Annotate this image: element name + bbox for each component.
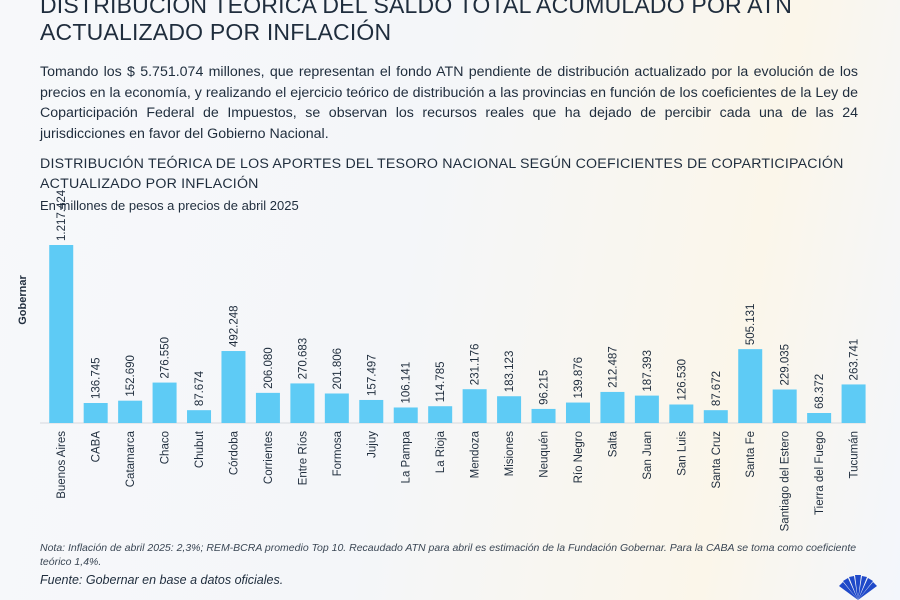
bar-buenos-aires xyxy=(49,245,74,423)
category-label: Formosa xyxy=(332,430,344,476)
gobernar-logo-icon xyxy=(839,575,877,600)
category-label: Santa Fe xyxy=(745,431,757,478)
category-label: Santiago del Estero xyxy=(780,431,792,531)
category-label: Corrientes xyxy=(263,431,275,484)
category-label: Jujuy xyxy=(366,431,378,458)
bar-san-luis xyxy=(669,404,694,423)
bars-group: 1.217.424 Buenos Aires 136.745 CABA 152.690 C… xyxy=(49,189,866,531)
category-label: Chubut xyxy=(194,430,206,468)
value-label: 96.215 xyxy=(539,370,551,405)
category-label: La Rioja xyxy=(435,430,447,473)
category-label: Salta xyxy=(607,430,619,457)
value-label: 68.372 xyxy=(814,374,826,409)
category-label: CABA xyxy=(91,431,103,463)
bar-río-negro xyxy=(565,402,590,423)
bar-catamarca xyxy=(118,400,143,423)
value-label: 87.674 xyxy=(194,370,206,406)
chart-unit-subtitle: En millones de pesos a precios de abril … xyxy=(40,198,299,213)
value-label: 231.176 xyxy=(470,344,482,386)
bar-mendoza xyxy=(462,389,487,423)
intro-paragraph: Tomando los $ 5.751.074 millones, que re… xyxy=(40,64,858,142)
category-label: Chaco xyxy=(160,431,172,464)
bar-chaco xyxy=(152,382,177,423)
value-label: 139.876 xyxy=(573,357,585,399)
value-label: 126.530 xyxy=(676,359,688,401)
source-line: Fuente: Gobernar en base a datos oficial… xyxy=(40,573,284,587)
bar-chubut xyxy=(187,410,212,423)
value-label: 263.741 xyxy=(849,339,861,381)
bar-neuquén xyxy=(531,408,556,423)
bar-la-rioja xyxy=(428,406,453,423)
value-label: 276.550 xyxy=(160,337,172,379)
bar-formosa xyxy=(324,393,349,423)
category-label: Tierra del Fuego xyxy=(814,431,826,515)
bar-salta xyxy=(600,391,625,423)
value-label: 1.217.424 xyxy=(56,189,68,241)
bar-la-pampa xyxy=(393,407,418,423)
category-label: Entre Ríos xyxy=(297,431,309,486)
category-label: La Pampa xyxy=(401,430,413,483)
value-label: 157.497 xyxy=(366,354,378,396)
bar-caba xyxy=(83,403,108,423)
category-label: Mendoza xyxy=(470,430,482,478)
value-label: 201.806 xyxy=(332,348,344,390)
chart-title: DISTRIBUCIÓN TEÓRICA DE LOS APORTES DEL … xyxy=(40,156,844,192)
value-label: 492.248 xyxy=(228,305,240,347)
page-title: DISTRIBUCIÓN TEÓRICA DEL SALDO TOTAL ACU… xyxy=(40,0,793,45)
value-label: 206.080 xyxy=(263,347,275,389)
category-label: Río Negro xyxy=(573,431,585,483)
value-label: 270.683 xyxy=(297,338,309,380)
value-label: 114.785 xyxy=(435,362,447,403)
category-label: San Luis xyxy=(676,431,688,476)
value-label: 152.690 xyxy=(125,355,137,397)
bar-santa-fe xyxy=(738,349,763,423)
bar-santa-cruz xyxy=(703,410,728,423)
bar-san-juan xyxy=(634,395,659,423)
value-label: 505.131 xyxy=(745,304,757,346)
value-label: 87.672 xyxy=(711,371,723,406)
value-label: 212.487 xyxy=(607,346,619,388)
footnote: Nota: Inflación de abril 2025: 2,3%; REM… xyxy=(40,542,857,568)
category-label: Buenos Aires xyxy=(56,431,68,499)
value-label: 187.393 xyxy=(642,350,654,392)
value-label: 136.745 xyxy=(91,357,103,399)
bar-jujuy xyxy=(359,399,384,423)
bar-córdoba xyxy=(221,351,246,423)
bar-tierra-del-fuego xyxy=(807,413,832,423)
category-label: Tucumán xyxy=(849,431,861,479)
bar-santiago-del-estero xyxy=(772,389,797,423)
value-label: 183.123 xyxy=(504,351,516,393)
category-label: Catamarca xyxy=(125,430,137,487)
category-label: San Juan xyxy=(642,431,654,480)
bar-misiones xyxy=(497,396,522,423)
bar-corrientes xyxy=(255,392,280,423)
bar-tucumán xyxy=(841,384,866,423)
category-label: Neuquén xyxy=(539,431,551,478)
category-label: Misiones xyxy=(504,431,516,477)
bar-entre-ríos xyxy=(290,383,315,423)
value-label: 106.141 xyxy=(401,362,413,404)
value-label: 229.035 xyxy=(780,344,792,386)
category-label: Santa Cruz xyxy=(711,431,723,489)
category-label: Córdoba xyxy=(228,430,240,475)
